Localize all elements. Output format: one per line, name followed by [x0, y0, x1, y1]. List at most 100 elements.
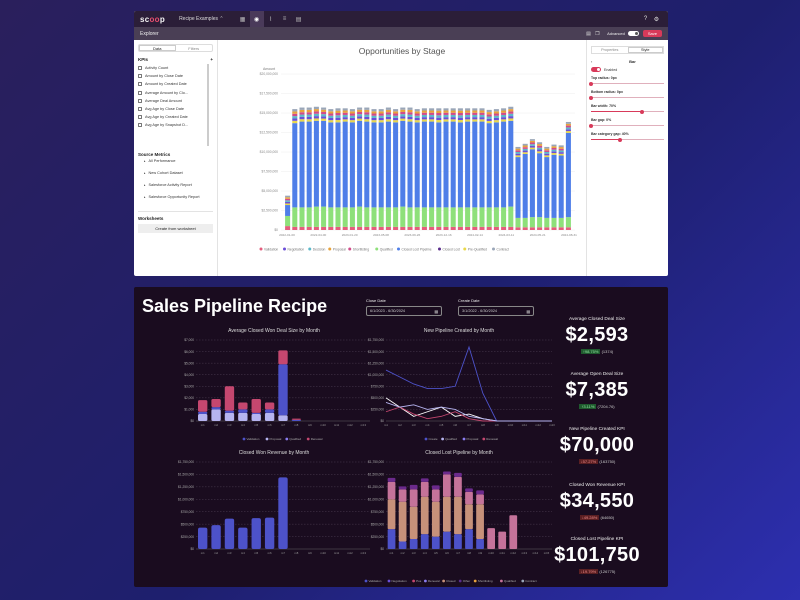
source-item[interactable]: ▸ Salesforce Activity Report	[144, 183, 213, 195]
advanced-toggle[interactable]	[627, 31, 639, 36]
x-tick-label: m5	[439, 423, 443, 427]
bar-segment	[335, 113, 341, 116]
bar-segment	[429, 114, 435, 118]
slider-track[interactable]	[591, 109, 664, 114]
bar-segment	[306, 112, 312, 115]
legend-marker	[424, 437, 428, 441]
slider-track[interactable]	[589, 81, 664, 86]
new-pipeline-chart[interactable]: $0 $250,000 $500,000 $750,000 $1,000,000 $1,2…	[356, 335, 556, 455]
slider-label: Bar gap: 0%	[591, 118, 612, 122]
settings-icon[interactable]: ⚙	[653, 16, 660, 23]
kpi-value: $2,593	[565, 324, 629, 346]
close-date-input[interactable]: 6/1/2023 - 6/30/2024 ▦	[366, 306, 442, 316]
kpi-checkbox[interactable]	[138, 66, 142, 71]
legend-marker	[492, 247, 495, 251]
slider-track[interactable]	[589, 123, 664, 128]
won-revenue-chart[interactable]: $0 $250,000 $500,000 $750,000 $1,000,000 $1,2…	[174, 457, 374, 579]
bar-segment	[421, 117, 427, 120]
slider-row: Top radius: 0px	[589, 76, 664, 86]
kpi-item[interactable]: Average Deal Amount	[138, 97, 207, 105]
bar-segment	[457, 108, 463, 111]
kpi-item[interactable]: Activity Count	[138, 64, 207, 72]
bar-segment	[335, 226, 341, 230]
slider-track[interactable]	[591, 137, 664, 142]
export-icon[interactable]: ▤	[586, 30, 591, 37]
tab-data[interactable]: Data	[139, 45, 176, 51]
grid-icon[interactable]: ▦	[239, 16, 246, 23]
help-icon[interactable]: ?	[643, 16, 648, 22]
bar-segment	[385, 116, 391, 120]
source-item[interactable]: ▸ Salesforce Opportunity Report	[144, 195, 213, 207]
bar-segment	[493, 109, 499, 112]
bar-segment	[486, 109, 492, 113]
kpi-checkbox[interactable]	[138, 98, 142, 103]
expand-arrow-icon[interactable]: ▸	[144, 171, 146, 175]
expand-arrow-icon[interactable]: ▸	[144, 195, 146, 199]
bar-segment	[342, 112, 348, 115]
copy-icon[interactable]: ❐	[595, 30, 600, 37]
x-tick-label: m10	[508, 423, 514, 427]
calendar-icon[interactable]: ▦	[526, 309, 530, 314]
expand-arrow-icon[interactable]: ▸	[144, 159, 146, 163]
enabled-toggle-row: Enabled	[591, 67, 664, 72]
bar-segment	[306, 119, 312, 122]
slider-knob[interactable]	[640, 109, 645, 114]
legend-label: Other	[463, 579, 471, 583]
kpi-checkbox[interactable]	[138, 74, 142, 79]
recipe-selector[interactable]: Recipe Examples ⌃	[179, 16, 224, 22]
explore-eye-icon[interactable]: ◉	[249, 11, 264, 27]
kpi-item[interactable]: Amount by Close Date	[138, 72, 207, 80]
lost-pipeline-chart[interactable]: $0 $250,000 $500,000 $750,000 $1,000,000 $1,2…	[356, 457, 556, 587]
kpi-checkbox[interactable]	[138, 115, 142, 120]
kpi-item[interactable]: Avg Age by Created Date	[138, 113, 207, 121]
kpi-item[interactable]: Avg Age by Snapshot D...	[138, 121, 207, 129]
back-icon[interactable]: ‹	[591, 59, 593, 64]
kpi-checkbox[interactable]	[138, 82, 142, 87]
source-item[interactable]: ▸ New Cohort Dataset	[144, 171, 213, 183]
slider-knob[interactable]	[589, 81, 593, 86]
bar-segment	[551, 146, 557, 148]
create-date-input[interactable]: 3/1/2022 - 6/30/2024 ▦	[458, 306, 534, 316]
bar-segment	[501, 226, 507, 230]
bar-segment	[414, 111, 420, 114]
tab-filters[interactable]: Filters	[188, 45, 200, 51]
kpi-item[interactable]: Avg Age by Close Date	[138, 105, 207, 113]
save-button[interactable]: Save	[642, 30, 662, 37]
logo[interactable]: scoop	[140, 14, 166, 24]
bar-segment	[501, 121, 507, 208]
slider-knob[interactable]	[618, 137, 623, 142]
avg-deal-chart[interactable]: $0 $1,000 $2,000 $3,000 $4,000 $5,000 $6,000 $7…	[174, 335, 374, 455]
kpi-item[interactable]: Amount by Created Date	[138, 80, 207, 88]
add-kpi-icon[interactable]: +	[210, 57, 213, 62]
bar-segment	[508, 106, 514, 110]
bar-segment	[335, 108, 341, 111]
database-icon[interactable]: ≡	[282, 16, 287, 22]
document-icon[interactable]: ▤	[295, 16, 302, 23]
tab-properties[interactable]: Properties	[601, 48, 619, 52]
kpi-list[interactable]: Activity Count Amount by Close Date Amount…	[138, 64, 209, 146]
chart-icon[interactable]: ⌇	[269, 16, 273, 23]
bar-segment	[558, 227, 564, 230]
expand-arrow-icon[interactable]: ▸	[144, 183, 146, 187]
kpi-checkbox[interactable]	[138, 107, 142, 112]
kpi-checkbox[interactable]	[138, 123, 142, 128]
enabled-toggle[interactable]	[591, 67, 601, 72]
legend-label: Contract	[497, 247, 510, 251]
opportunities-chart[interactable]: Amount $0 $2,500,000 $5,000,000 $7,500,000 $1…	[219, 60, 585, 270]
source-item[interactable]: ▸ All Performance	[144, 159, 213, 171]
kpi-checkbox[interactable]	[138, 90, 142, 95]
kpi-card: Average Closed Deal Size $2,593 ↑98.75% (1…	[532, 317, 662, 354]
bar-segment	[454, 496, 462, 535]
slider-knob[interactable]	[589, 123, 593, 128]
bar-segment	[387, 481, 396, 500]
calendar-icon[interactable]: ▦	[434, 309, 438, 314]
kpi-item[interactable]: Average Amount by Clo...	[138, 89, 207, 97]
bar-segment	[400, 206, 406, 227]
slider-track[interactable]	[589, 95, 664, 100]
y-tick-label: $2,500,000	[261, 209, 278, 213]
create-from-worksheet-button[interactable]: Create from worksheet	[138, 224, 213, 233]
tab-style[interactable]: Style	[627, 47, 663, 53]
bar-segment	[385, 207, 391, 227]
bar-segment	[537, 145, 543, 148]
slider-knob[interactable]	[589, 95, 593, 100]
